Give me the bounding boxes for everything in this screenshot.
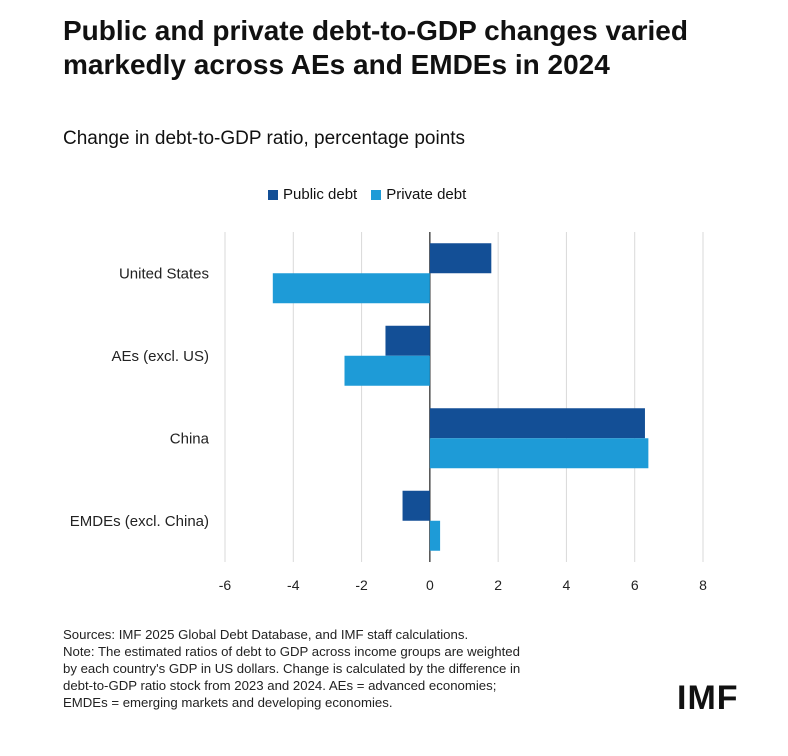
category-label: AEs (excl. US) (111, 348, 209, 365)
bar-private-debt (272, 273, 430, 304)
bar-public-debt (429, 408, 645, 439)
legend-item-private-debt: Private debt (371, 186, 466, 204)
x-tick-label: 2 (494, 577, 502, 593)
x-tick-label: -2 (355, 577, 368, 593)
category-label: United States (119, 265, 209, 282)
imf-logo: IMF (677, 679, 739, 717)
chart-subtitle: Change in debt-to-GDP ratio, percentage … (63, 128, 466, 149)
x-tick-label: -4 (287, 577, 300, 593)
bar-private-debt (344, 355, 430, 386)
x-tick-label: 0 (426, 577, 434, 593)
legend-label-public-debt: Public debt (283, 186, 358, 203)
category-label: EMDEs (excl. China) (70, 513, 209, 530)
note-line: Note: The estimated ratios of debt to GD… (63, 644, 520, 659)
bar-private-debt (429, 438, 649, 469)
bar-public-debt (385, 325, 430, 356)
category-label: China (170, 430, 210, 447)
note-line: Sources: IMF 2025 Global Debt Database, … (63, 627, 469, 642)
x-tick-label: 8 (699, 577, 707, 593)
legend: Public debt Private debt (268, 186, 480, 204)
bar-private-debt (429, 520, 441, 551)
x-tick-label: -6 (219, 577, 232, 593)
x-tick-label: 6 (631, 577, 639, 593)
chart-title: Public and private debt-to-GDP changes v… (63, 15, 688, 80)
legend-swatch-private-debt (371, 190, 382, 200)
legend-label-private-debt: Private debt (386, 186, 467, 203)
bar-public-debt (429, 243, 492, 274)
note-line: debt-to-GDP ratio stock from 2023 and 20… (63, 678, 497, 693)
legend-swatch-public-debt (268, 190, 278, 200)
source-notes: Sources: IMF 2025 Global Debt Database, … (63, 626, 623, 711)
note-line: EMDEs = emerging markets and developing … (63, 695, 393, 710)
x-tick-label: 4 (563, 577, 571, 593)
note-line: by each country's GDP in US dollars. Cha… (63, 661, 521, 676)
bar-public-debt (402, 490, 430, 521)
legend-item-public-debt: Public debt (268, 186, 357, 204)
bar-chart: -6 -4 -2 0 2 4 6 8 United States AEs (excl. US) Ch… (70, 232, 707, 593)
